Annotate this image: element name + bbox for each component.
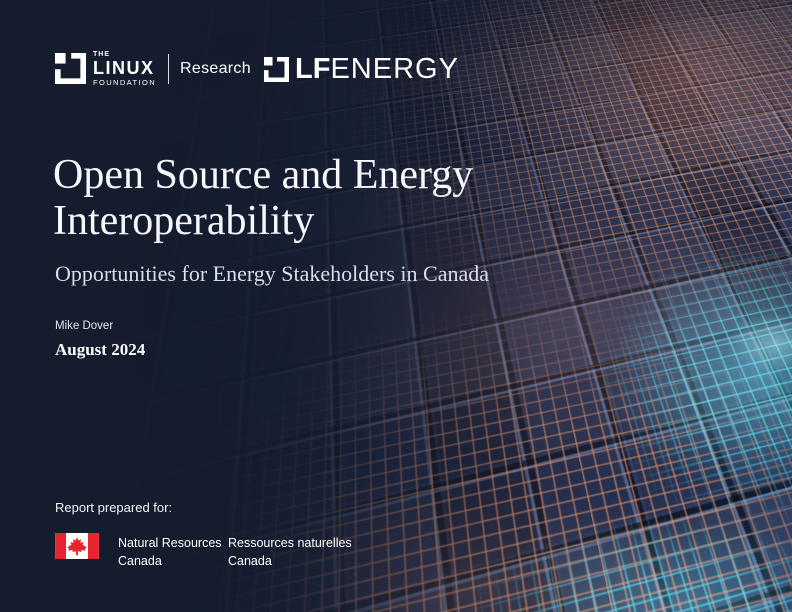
logo-text-lf: LF [295, 53, 331, 85]
page-title: Open Source and Energy Interoperability [53, 152, 473, 244]
linux-foundation-research-logo: THE LINUX FOUNDATION Research [55, 51, 251, 87]
nrcan-fr-line2: Canada [228, 553, 272, 568]
nrcan-en-line2: Canada [118, 553, 162, 568]
page-subtitle: Opportunities for Energy Stakeholders in… [55, 261, 489, 286]
lf-energy-wordmark: LF ENERGY [295, 55, 459, 84]
canada-flag-icon [55, 533, 99, 559]
logo-text-research: Research [180, 59, 251, 77]
nrcan-en-line1: Natural Resources [118, 536, 222, 550]
title-line-2: Interoperability [53, 198, 315, 244]
author-name: Mike Dover [55, 320, 114, 332]
nrcan-fr-line1: Ressources naturelles [228, 536, 352, 550]
logo-divider [168, 53, 170, 84]
linux-foundation-icon [55, 53, 86, 85]
linux-foundation-wordmark: THE LINUX FOUNDATION [93, 51, 156, 87]
title-line-1: Open Source and Energy [53, 152, 474, 198]
logo-text-foundation: FOUNDATION [93, 78, 157, 87]
lf-energy-logo: LF ENERGY [264, 55, 459, 84]
logo-text-the: THE [93, 51, 110, 58]
nrcan-wordmark-french: Ressources naturelles Canada [228, 535, 352, 570]
nrcan-wordmark-english: Natural Resources Canada [118, 535, 222, 570]
lf-energy-icon [264, 57, 289, 82]
logo-text-energy: ENERGY [330, 53, 459, 85]
prepared-for-label: Report prepared for: [55, 500, 173, 515]
logo-text-linux: LINUX [93, 58, 155, 78]
publication-date: August 2024 [55, 340, 146, 359]
